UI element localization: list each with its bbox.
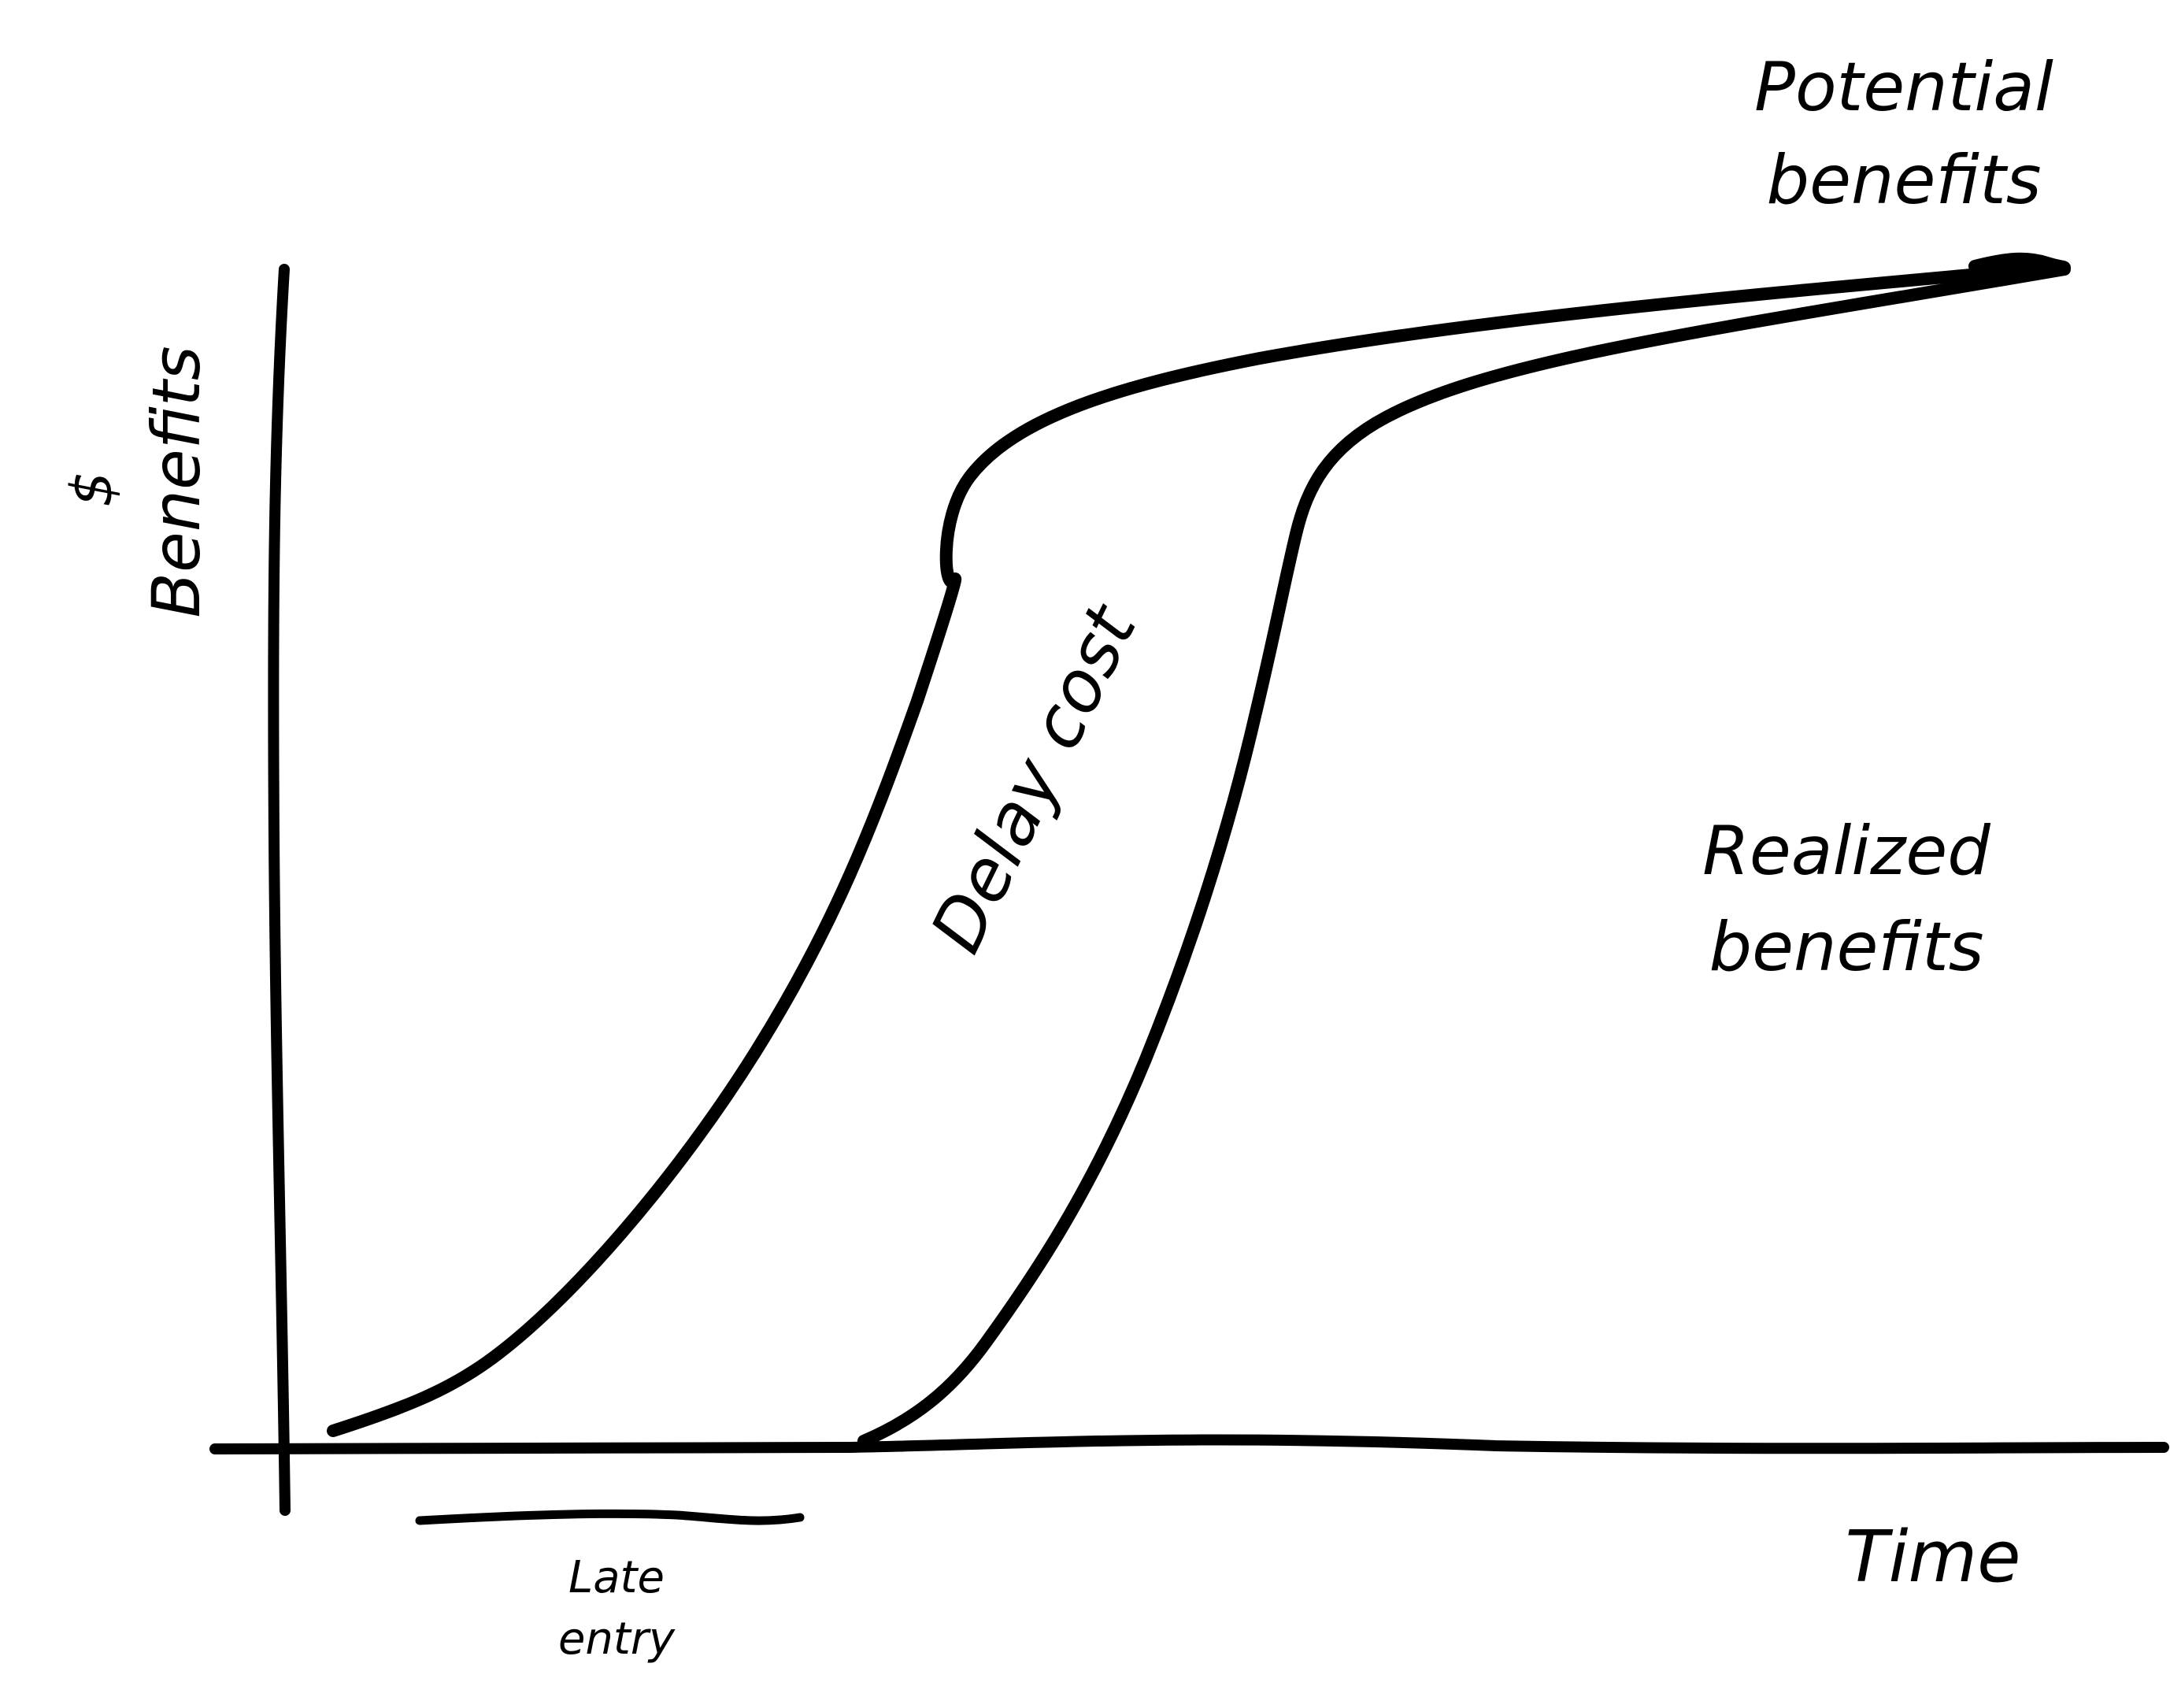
- realized-benefits-curve: [857, 263, 2071, 1447]
- x-axis-title: Time: [1845, 1516, 2020, 1599]
- curve-convergence-tip: [1968, 252, 2071, 274]
- realized-benefits-label-line2: benefits: [1709, 908, 1984, 987]
- x-axis-line: [209, 1434, 2169, 1454]
- late-entry-label-line2: entry: [558, 1614, 676, 1665]
- late-entry-label-line1: Late: [568, 1552, 665, 1603]
- delay-cost-label: Delay cost: [915, 591, 1154, 965]
- potential-benefits-label-line1: Potential: [1754, 48, 2053, 127]
- realized-benefits-label-line1: Realized: [1702, 812, 1990, 891]
- y-axis-line: [268, 264, 291, 1516]
- potential-benefits-curve: [327, 261, 2055, 1437]
- y-axis-symbol: $: [59, 471, 125, 507]
- potential-benefits-label-line2: benefits: [1767, 141, 2042, 220]
- late-entry-bracket: [415, 1509, 805, 1525]
- y-axis-title: Benefits: [138, 346, 215, 617]
